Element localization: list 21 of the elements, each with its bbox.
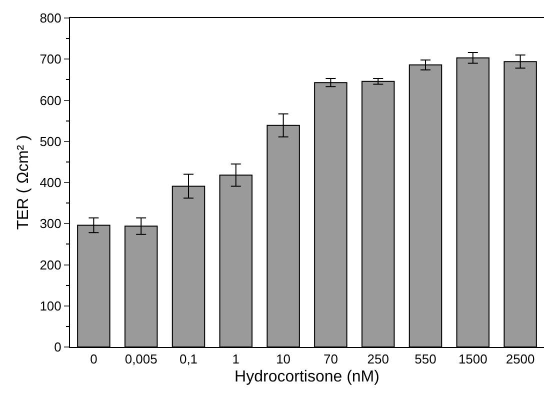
y-tick-label: 400 (40, 175, 62, 190)
x-tick-label: 1500 (458, 352, 488, 367)
y-tick-label: 600 (40, 92, 62, 108)
x-tick-label: 0,1 (179, 352, 198, 367)
y-tick-label: 200 (40, 257, 62, 272)
x-axis-title: Hydrocortisone (nM) (234, 368, 380, 386)
y-tick-label: 100 (40, 298, 62, 314)
x-tick-label: 550 (414, 352, 436, 367)
y-tick-label: 0 (54, 340, 62, 355)
x-tick-label: 2500 (506, 352, 535, 367)
x-tick-label: 10 (276, 352, 291, 367)
y-tick-label: 700 (40, 52, 62, 67)
x-tick-label: 250 (367, 352, 389, 367)
y-tick-label: 300 (40, 216, 62, 232)
x-tick-label: 70 (323, 352, 338, 367)
y-tick-label: 500 (40, 134, 62, 149)
x-tick-label: 0 (90, 352, 98, 367)
y-axis-title: TER ( Ωcm² ) (15, 135, 32, 230)
x-tick-label: 0,005 (124, 352, 158, 367)
y-tick-label: 800 (40, 10, 62, 26)
x-tick-label: 1 (232, 352, 240, 367)
